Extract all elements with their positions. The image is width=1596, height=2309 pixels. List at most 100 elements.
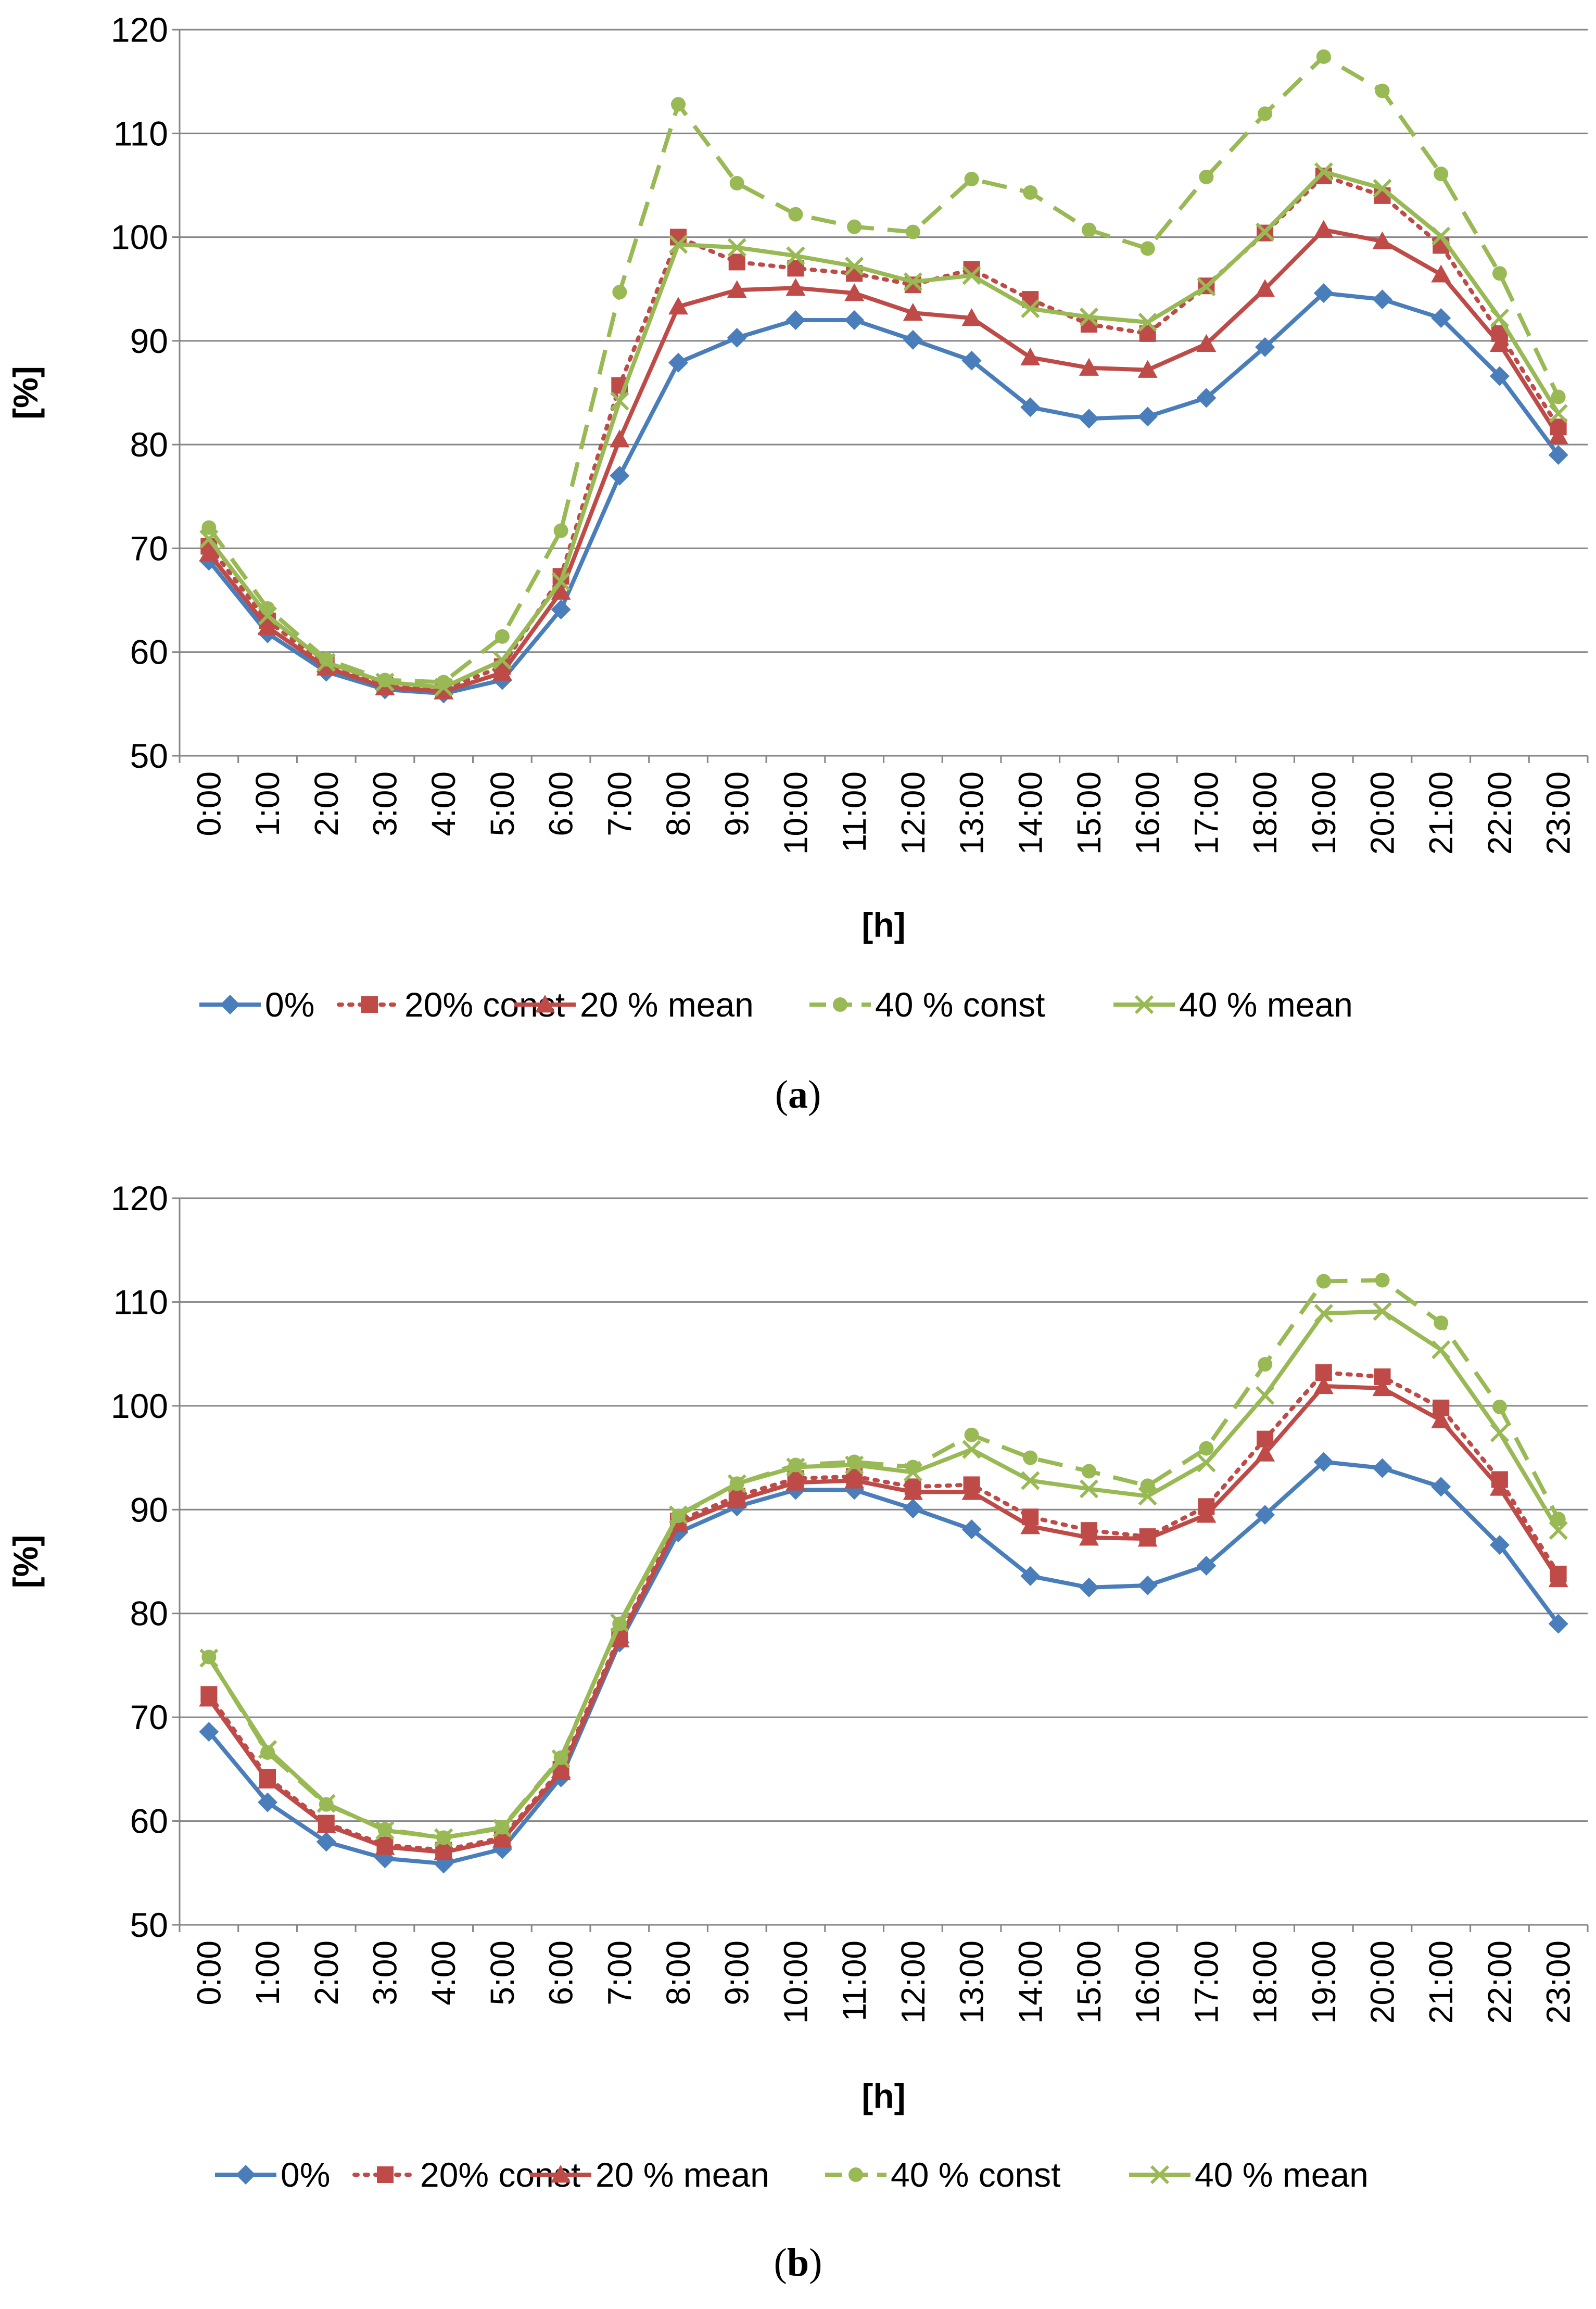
series-line-0pct (207, 1460, 1560, 1866)
data-point-40-pct-mean (316, 653, 336, 672)
data-point-0pct (1372, 289, 1392, 310)
x-tick-label: 13:00 (953, 771, 991, 855)
data-point-40-pct-const (553, 523, 568, 538)
data-point-40-pct-const (1316, 49, 1331, 64)
legend: 0% 20% const 20 % mean 40 % const 40 % mean (199, 985, 1353, 1024)
data-point-20-pct-mean (1137, 360, 1158, 378)
data-point-0pct (1313, 283, 1334, 303)
data-point-40-pct-const (964, 171, 979, 186)
x-tick-label: 4:00 (425, 771, 462, 836)
data-point-40-pct-mean (1490, 308, 1510, 328)
legend-marker (236, 2165, 256, 2185)
data-point-20-pct-mean (1548, 1569, 1568, 1588)
data-point-20-pct-mean (961, 308, 982, 326)
data-point-20-pct-mean (1020, 347, 1041, 365)
x-tick-label: 5:00 (484, 1940, 521, 2006)
data-point-0pct (1431, 308, 1451, 328)
data-point-40-pct-mean (1549, 404, 1568, 423)
data-point-20-pct-mean (492, 663, 512, 681)
data-point-40-pct-mean (434, 1828, 453, 1847)
data-point-0pct (1255, 1505, 1275, 1525)
y-tick-label: 120 (111, 10, 168, 49)
data-point-40-pct-mean (1373, 179, 1392, 198)
x-tick-label: 9:00 (718, 771, 756, 836)
data-point-40-pct-mean (1079, 307, 1099, 327)
data-point-40-pct-const (1434, 167, 1449, 182)
data-point-20-pct-mean (492, 1830, 512, 1848)
x-tick-label: 18:00 (1246, 1940, 1284, 2024)
data-point-0pct (903, 1499, 923, 1519)
data-point-0pct (1431, 1477, 1451, 1497)
x-tick-label: 10:00 (777, 771, 814, 855)
data-point-20-pct-mean (1431, 1410, 1451, 1428)
x-tick-label: 17:00 (1187, 1940, 1225, 2024)
y-tick-label: 90 (130, 322, 168, 360)
data-point-0pct (199, 1722, 219, 1742)
data-point-40-pct-const (1081, 222, 1096, 237)
y-tick-label: 100 (111, 218, 168, 257)
x-tick-label: 23:00 (1540, 771, 1577, 855)
y-tick-label: 60 (130, 633, 168, 671)
data-point-40-pct-const (1375, 83, 1390, 98)
y-tick-label: 50 (130, 1906, 168, 1944)
data-point-20-pct-mean (551, 1762, 571, 1781)
data-point-20-pct-mean (199, 543, 219, 562)
x-tick-label: 22:00 (1481, 771, 1518, 855)
data-point-40-pct-mean (316, 1794, 336, 1813)
data-point-40-pct-mean (610, 1613, 629, 1632)
x-tick-label: 2:00 (308, 771, 345, 836)
series-40-pct-const (201, 1273, 1566, 1845)
x-tick-label: 16:00 (1129, 1940, 1167, 2024)
legend-marker (1134, 995, 1154, 1014)
y-tick-label: 110 (113, 1283, 168, 1321)
x-tick-label: 5:00 (484, 771, 521, 836)
data-point-20-pct-mean (610, 1629, 630, 1647)
data-point-20-pct-mean (199, 1689, 219, 1707)
data-point-0pct (786, 310, 806, 330)
legend-label: 40 % mean (1179, 985, 1353, 1024)
data-point-40-pct-mean (1021, 1471, 1040, 1490)
series-line-40-pct-const (207, 54, 1561, 684)
x-tick-label: 9:00 (718, 1940, 756, 2006)
x-tick-label: 0:00 (190, 771, 227, 836)
x-tick-label: 0:00 (190, 1940, 227, 2006)
data-point-20-pct-mean (844, 283, 865, 301)
legend-label: 40 % mean (1195, 2155, 1369, 2194)
x-tick-label: 14:00 (1011, 771, 1049, 855)
x-tick-label: 1:00 (249, 771, 286, 836)
y-axis-title: [%] (6, 366, 45, 420)
data-point-20-pct-mean (1255, 1443, 1275, 1462)
data-point-40-pct-mean (962, 1440, 981, 1459)
legend-marker (377, 2166, 394, 2183)
data-point-20pct-const (728, 253, 745, 271)
series-40-pct-mean (199, 1302, 1568, 1847)
x-tick-label: 18:00 (1246, 771, 1284, 855)
chart-panel-b: 50 60 70 80 90 100 110 120 0:00 1:00 2:00 3:00 4:00 5… (6, 1179, 1589, 2285)
x-tick-label: 1:00 (249, 1940, 286, 2006)
legend-marker (1150, 2165, 1170, 2185)
data-point-20-pct-mean (844, 1470, 865, 1489)
legend-marker (833, 997, 847, 1012)
data-point-0pct (727, 327, 747, 348)
data-point-20-pct-mean (1079, 1528, 1099, 1546)
data-point-20-pct-mean (1313, 1376, 1334, 1394)
x-tick-label: 2:00 (308, 1940, 345, 2006)
data-point-40-pct-mean (903, 272, 922, 291)
data-point-40-pct-mean (1549, 1521, 1568, 1540)
legend-label: 0% (281, 2155, 330, 2194)
legend-item-20-pct-mean: 20 % mean (514, 985, 754, 1024)
data-point-20-pct-mean (316, 657, 336, 676)
data-point-0pct (961, 350, 982, 371)
y-tick-label: 70 (130, 529, 168, 567)
data-point-0pct (1372, 1458, 1392, 1478)
data-point-40-pct-const (1199, 1441, 1214, 1456)
series-20-pct-mean (199, 220, 1568, 700)
series-20-pct-mean (199, 1376, 1568, 1860)
data-point-40-pct-mean (1197, 277, 1216, 297)
data-point-0pct (668, 352, 689, 373)
data-point-40-pct-const (671, 97, 686, 112)
data-point-20-pct-mean (903, 303, 923, 321)
x-tick-label: 16:00 (1129, 771, 1167, 855)
data-point-20-pct-mean (903, 1482, 923, 1500)
y-tick-label: 70 (130, 1698, 168, 1736)
